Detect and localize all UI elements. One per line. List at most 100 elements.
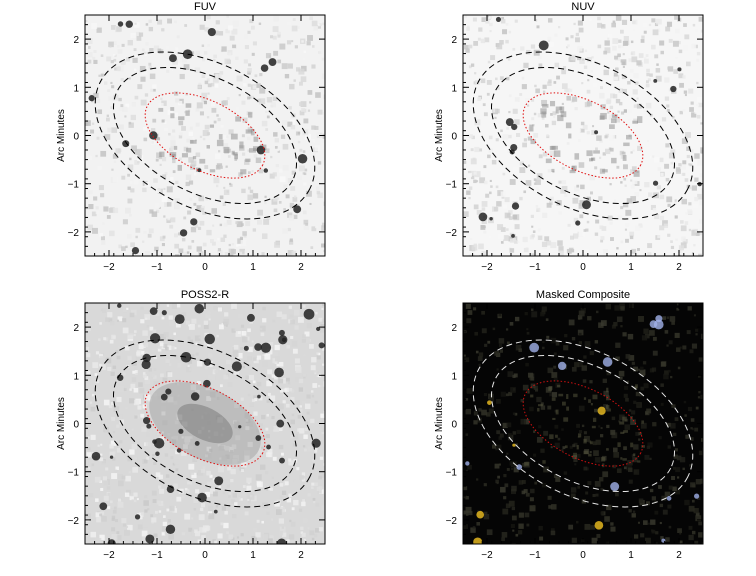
- x-tick-label: −2: [481, 262, 493, 273]
- star-source: [231, 361, 242, 372]
- y-tick-label: −1: [446, 468, 458, 479]
- x-tick-label: −1: [529, 550, 541, 561]
- star-source: [117, 21, 124, 27]
- image-noise: [85, 303, 325, 544]
- star-source: [122, 140, 130, 148]
- y-axis-label: Arc Minutes: [56, 109, 67, 162]
- star-source: [247, 313, 255, 322]
- star-source: [610, 482, 620, 492]
- y-tick-label: −1: [446, 180, 458, 191]
- y-tick-label: 1: [451, 83, 457, 94]
- star-source: [511, 202, 520, 210]
- star-source: [190, 218, 198, 226]
- star-source: [478, 212, 488, 222]
- panel-title: FUV: [194, 1, 217, 13]
- star-source: [145, 534, 155, 544]
- y-tick-label: 2: [451, 35, 457, 46]
- star-source: [277, 538, 287, 544]
- star-source: [505, 118, 514, 126]
- star-source: [293, 205, 302, 214]
- star-source: [131, 246, 140, 255]
- nuv-panel: NUV −2 2 −1 1 0 0 1 −1 2 −2 Arc Minutes: [378, 0, 756, 288]
- x-tick-label: 1: [250, 262, 256, 273]
- panel-title: POSS2-R: [181, 289, 229, 301]
- x-tick-label: 0: [580, 262, 586, 273]
- x-tick-label: 2: [676, 262, 682, 273]
- star-source: [161, 310, 167, 316]
- star-source: [203, 358, 212, 366]
- star-source: [489, 216, 493, 221]
- star-source: [594, 520, 604, 530]
- x-tick-label: −1: [151, 262, 163, 273]
- star-source: [311, 438, 321, 448]
- x-tick-label: 2: [298, 550, 304, 561]
- mid-aperture-ellipse: [491, 66, 675, 205]
- star-source: [268, 58, 277, 66]
- panel-title: Masked Composite: [536, 289, 630, 301]
- star-source: [511, 123, 518, 131]
- x-tick-label: −2: [103, 550, 115, 561]
- star-source: [99, 502, 108, 511]
- inner-aperture-ellipse: [522, 380, 644, 467]
- image-noise: [463, 15, 703, 256]
- mid-aperture-ellipse: [113, 354, 297, 493]
- star-source: [318, 342, 325, 349]
- star-source: [109, 455, 114, 459]
- fuv-panel: FUV −2 2 −1 1 0 0 1 −1 2 −2 Arc Minutes: [0, 0, 380, 288]
- masked-composite-panel: Masked Composite −2 2 −1 1 0 0 1 −1 2 −2 Arc Minute…: [378, 288, 756, 576]
- star-source: [256, 145, 266, 155]
- x-tick-label: 0: [580, 550, 586, 561]
- star-source: [476, 510, 485, 519]
- star-source: [487, 400, 492, 405]
- star-source: [254, 343, 262, 351]
- star-source: [146, 423, 152, 429]
- star-source: [495, 16, 502, 22]
- outer-aperture-ellipse: [94, 51, 316, 220]
- star-source: [516, 464, 523, 470]
- x-tick-label: −2: [481, 550, 493, 561]
- star-source: [204, 333, 215, 345]
- y-tick-label: 1: [73, 83, 79, 94]
- star-source: [260, 64, 269, 72]
- star-source: [510, 144, 518, 152]
- y-axis-label: Arc Minutes: [434, 397, 445, 450]
- star-source: [297, 154, 308, 164]
- poss2-r-figure: POSS2-R −2 2 −1 1 0 0 1 −1 2 −2 Arc Minutes: [56, 289, 326, 561]
- poss2-r-panel: POSS2-R −2 2 −1 1 0 0 1 −1 2 −2 Arc Minutes: [0, 288, 380, 576]
- y-tick-label: −2: [68, 516, 80, 527]
- x-tick-label: 2: [676, 550, 682, 561]
- y-tick-label: −2: [446, 516, 458, 527]
- y-tick-label: 0: [451, 132, 457, 143]
- star-source: [257, 394, 261, 399]
- x-tick-label: −1: [151, 550, 163, 561]
- star-source: [194, 303, 205, 314]
- star-source: [529, 342, 540, 353]
- star-source: [88, 95, 95, 102]
- star-source: [182, 49, 193, 60]
- star-source: [168, 54, 177, 63]
- image-noise: [85, 15, 325, 256]
- star-source: [150, 333, 161, 344]
- x-tick-label: 2: [298, 262, 304, 273]
- star-source: [655, 315, 663, 323]
- y-tick-label: 0: [451, 420, 457, 431]
- star-source: [238, 425, 242, 429]
- y-tick-label: 2: [73, 323, 79, 334]
- star-source: [213, 509, 218, 514]
- star-source: [594, 130, 599, 135]
- star-source: [276, 419, 285, 428]
- star-source: [174, 314, 185, 325]
- inner-aperture-ellipse: [144, 380, 266, 467]
- star-source: [141, 359, 151, 370]
- panel-title: NUV: [571, 1, 595, 13]
- star-source: [666, 496, 672, 501]
- star-source: [125, 20, 133, 28]
- inner-aperture-ellipse: [144, 92, 266, 179]
- star-source: [179, 229, 188, 237]
- star-source: [303, 308, 315, 320]
- y-tick-label: −1: [68, 180, 80, 191]
- x-tick-label: 0: [202, 262, 208, 273]
- star-source: [694, 493, 700, 499]
- outer-aperture-ellipse: [94, 339, 316, 508]
- y-tick-label: 1: [451, 371, 457, 382]
